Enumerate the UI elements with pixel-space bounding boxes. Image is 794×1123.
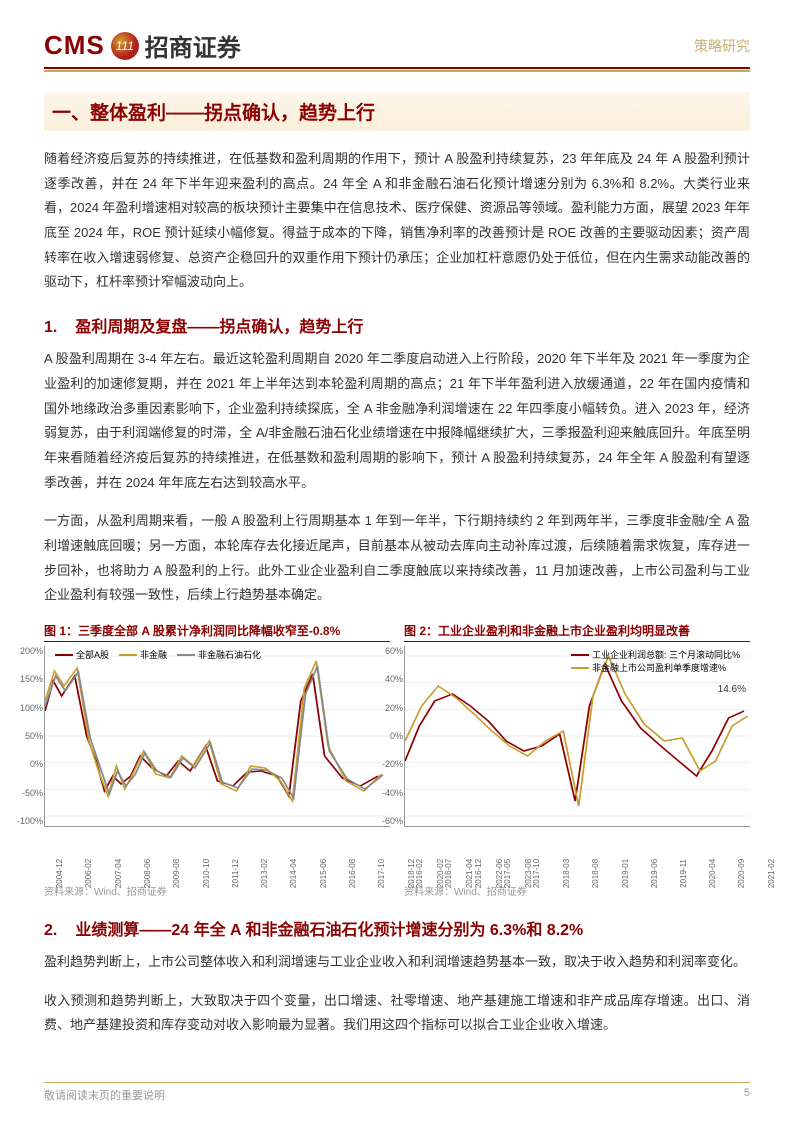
footer: 敬请阅读末页的重要说明 5 <box>44 1082 750 1103</box>
paragraph-4: 盈利趋势判断上，上市公司整体收入和利润增速与工业企业收入和利润增速趋势基本一致，… <box>44 950 750 975</box>
subsection-1-text: 盈利周期及复盘——拐点确认，趋势上行 <box>75 319 363 336</box>
chart-2-xaxis: 2016-022016-072016-122017-052017-102018-… <box>405 869 750 878</box>
chart-1-xaxis: 2004-122006-022007-042008-062009-082010-… <box>45 869 390 878</box>
paragraph-2: A 股盈利周期在 3-4 年左右。最近这轮盈利周期自 2020 年二季度启动进入… <box>44 347 750 495</box>
logo-icon: 111 <box>111 32 139 60</box>
chart-1-caption: 图 1：三季度全部 A 股累计净利润同比降幅收窄至-0.8% <box>44 622 390 642</box>
chart-2-source: 资料来源：Wind、招商证券 <box>404 883 750 898</box>
logo-group: CMS 111 招商证券 <box>44 28 241 63</box>
paragraph-5: 收入预测和趋势判断上，大致取决于四个变量，出口增速、社零增速、地产基建施工增速和… <box>44 989 750 1038</box>
page-header: CMS 111 招商证券 策略研究 <box>44 28 750 69</box>
chart-1: 图 1：三季度全部 A 股累计净利润同比降幅收窄至-0.8% 全部A股非金融非金… <box>44 622 390 898</box>
subsection-1: 1. 盈利周期及复盘——拐点确认，趋势上行 <box>44 313 750 337</box>
subsection-2-text: 业绩测算——24 年全 A 和非金融石油石化预计增速分别为 6.3%和 8.2% <box>75 922 583 939</box>
subsection-2-num: 2. <box>44 922 57 939</box>
chart-1-svg <box>45 646 390 826</box>
chart-1-source: 资料来源：Wind、招商证券 <box>44 883 390 898</box>
subsection-1-num: 1. <box>44 319 57 336</box>
paragraph-3: 一方面，从盈利周期来看，一般 A 股盈利上行周期基本 1 年到一年半，下行期持续… <box>44 509 750 608</box>
chart-1-legend: 全部A股非金融非金融石油石化 <box>55 648 261 661</box>
chart-2-caption: 图 2：工业企业盈利和非金融上市企业盈利均明显改善 <box>404 622 750 642</box>
subsection-2: 2. 业绩测算——24 年全 A 和非金融石油石化预计增速分别为 6.3%和 8.… <box>44 916 750 940</box>
section-title-1: 一、整体盈利——拐点确认，趋势上行 <box>44 92 750 131</box>
chart-1-plot: 全部A股非金融非金融石油石化 200%150%100%50%0%-50%-100… <box>44 646 390 827</box>
gold-divider <box>44 70 750 72</box>
brand-en: CMS <box>44 30 105 61</box>
chart-1-yaxis: 200%150%100%50%0%-50%-100% <box>9 646 43 826</box>
chart-2-yaxis: 60%40%20%0%-20%-40%-60% <box>369 646 403 826</box>
chart-2: 图 2：工业企业盈利和非金融上市企业盈利均明显改善 工业企业利润总额: 三个月滚… <box>404 622 750 898</box>
doc-category: 策略研究 <box>694 36 750 56</box>
charts-row: 图 1：三季度全部 A 股累计净利润同比降幅收窄至-0.8% 全部A股非金融非金… <box>44 622 750 898</box>
footer-note: 敬请阅读末页的重要说明 <box>44 1087 165 1103</box>
brand-cn: 招商证券 <box>145 28 241 63</box>
chart-2-legend: 工业企业利润总额: 三个月滚动同比%非金融上市公司盈利单季度增速% <box>571 648 740 674</box>
footer-page: 5 <box>744 1087 750 1103</box>
paragraph-1: 随着经济疫后复苏的持续推进，在低基数和盈利周期的作用下，预计 A 股盈利持续复苏… <box>44 147 750 295</box>
chart-2-plot: 工业企业利润总额: 三个月滚动同比%非金融上市公司盈利单季度增速% 14.6% … <box>404 646 750 827</box>
